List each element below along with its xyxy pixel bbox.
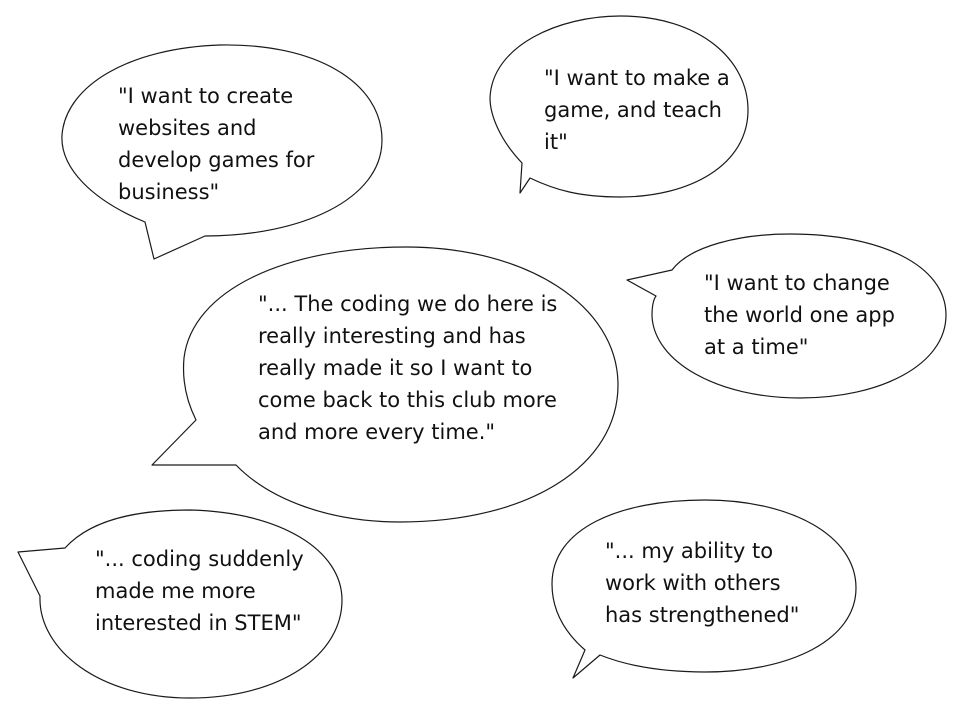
quote-text-2: "I want to make a game, and teach it" bbox=[544, 66, 730, 154]
speech-bubble-5 bbox=[17, 509, 343, 699]
speech-bubble-4 bbox=[151, 246, 619, 523]
speech-bubble-2 bbox=[489, 15, 749, 198]
speech-bubble-3 bbox=[626, 233, 947, 399]
quote-text-5: "... coding suddenly made me more intere… bbox=[95, 547, 304, 635]
quote-text-1: "I want to create websites and develop g… bbox=[118, 84, 315, 204]
speech-bubble-6 bbox=[551, 499, 857, 679]
quote-text-4: "... The coding we do here is really int… bbox=[258, 292, 558, 444]
quote-text-6: "... my ability to work with others has … bbox=[605, 539, 800, 627]
speech-bubble-1 bbox=[61, 44, 383, 260]
quote-text-3: "I want to change the world one app at a… bbox=[704, 271, 895, 359]
